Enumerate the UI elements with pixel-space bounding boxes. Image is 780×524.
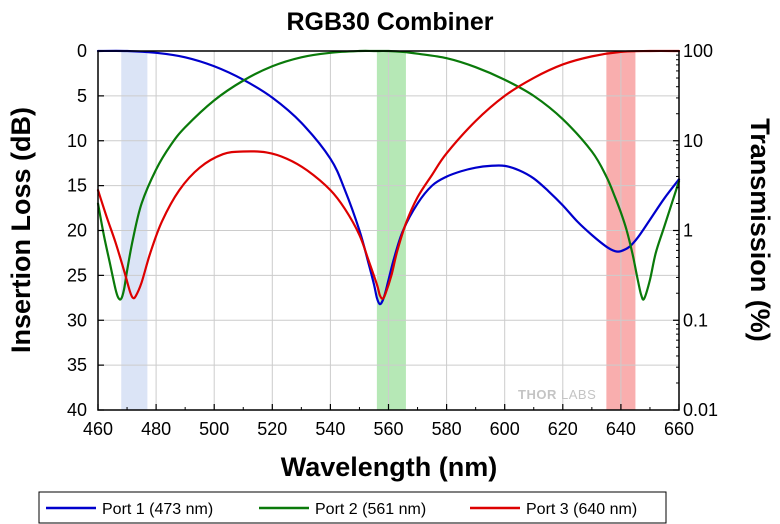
x-tick-label-0: 460 bbox=[83, 419, 113, 439]
legend-label-2: Port 2 (561 nm) bbox=[315, 501, 426, 518]
y-tick-label-8: 40 bbox=[67, 400, 87, 420]
y2-axis-title: Transmission (%) bbox=[745, 118, 775, 342]
y-tick-label-3: 15 bbox=[67, 176, 87, 196]
x-tick-label-8: 620 bbox=[548, 419, 578, 439]
x-tick-label-3: 520 bbox=[257, 419, 287, 439]
y-tick-label-4: 20 bbox=[67, 221, 87, 241]
y-axis-ticks: 0 5 10 15 20 25 30 35 40 bbox=[67, 41, 104, 420]
y-tick-label-6: 30 bbox=[67, 310, 87, 330]
x-tick-label-9: 640 bbox=[606, 419, 636, 439]
y-tick-label-2: 10 bbox=[67, 131, 87, 151]
y-tick-label-7: 35 bbox=[67, 355, 87, 375]
legend-label-1: Port 1 (473 nm) bbox=[102, 501, 213, 518]
x-tick-label-4: 540 bbox=[315, 419, 345, 439]
watermark-left: THOR bbox=[518, 387, 557, 402]
y2-tick-label-2: 1 bbox=[683, 221, 693, 241]
series-line-port-1 bbox=[96, 49, 681, 306]
x-tick-label-5: 560 bbox=[373, 419, 403, 439]
y2-tick-label-3: 0.1 bbox=[683, 310, 708, 330]
y-tick-label-0: 0 bbox=[77, 41, 87, 61]
grid-lines bbox=[97, 50, 680, 411]
x-axis-title: Wavelength (nm) bbox=[281, 452, 498, 482]
chart-title: RGB30 Combiner bbox=[287, 8, 494, 36]
y-tick-label-1: 5 bbox=[77, 86, 87, 106]
y-axis-title: Insertion Loss (dB) bbox=[6, 107, 36, 353]
x-tick-label-7: 600 bbox=[490, 419, 520, 439]
x-tick-label-10: 660 bbox=[664, 419, 694, 439]
series-line-port-3 bbox=[96, 49, 681, 300]
y2-tick-label-0: 100 bbox=[683, 41, 713, 61]
y2-axis-ticks: 100 10 1 0.1 0.01 bbox=[673, 41, 718, 420]
legend-box bbox=[38, 491, 667, 524]
x-tick-label-2: 500 bbox=[199, 419, 229, 439]
y-tick-label-5: 25 bbox=[67, 265, 87, 285]
x-axis-ticks: 460 480 500 520 540 560 580 600 620 640 660 bbox=[83, 404, 694, 439]
x-tick-label-6: 580 bbox=[432, 419, 462, 439]
x-tick-label-1: 480 bbox=[141, 419, 171, 439]
y2-tick-label-4: 0.01 bbox=[683, 400, 718, 420]
legend: Port 1 (473 nm) Port 2 (561 nm) Port 3 (64… bbox=[38, 491, 667, 524]
legend-label-3: Port 3 (640 nm) bbox=[526, 501, 637, 518]
y2-tick-label-1: 10 bbox=[683, 131, 703, 151]
watermark-right: LABS bbox=[561, 387, 596, 402]
